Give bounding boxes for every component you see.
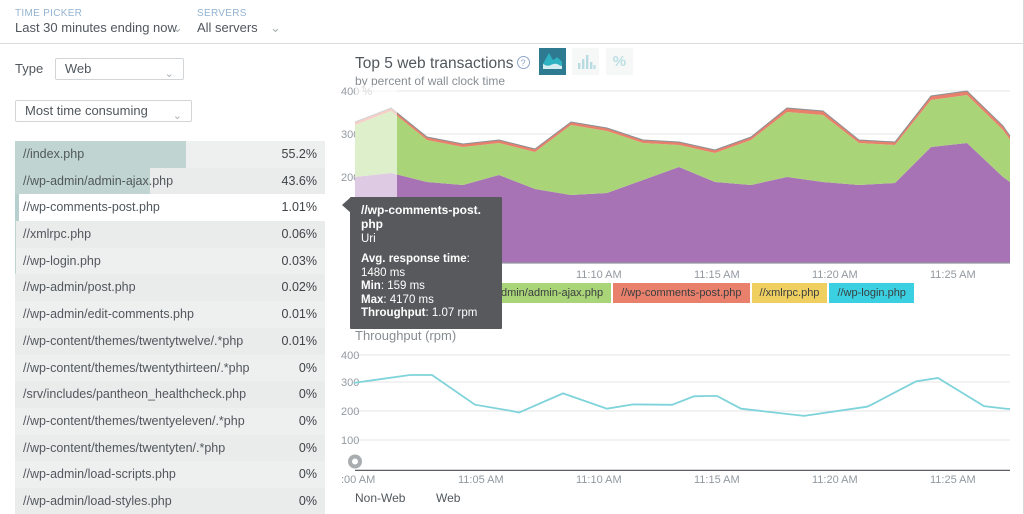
svg-text:11:05 AM: 11:05 AM: [458, 474, 504, 485]
svg-text:400: 400: [341, 350, 359, 362]
svg-text:11:25 AM: 11:25 AM: [930, 474, 976, 485]
svg-text:11:20 AM: 11:20 AM: [812, 269, 858, 281]
svg-text:11:10 AM: 11:10 AM: [576, 269, 622, 281]
svg-text:11:25 AM: 11:25 AM: [930, 269, 976, 281]
svg-text:100: 100: [341, 435, 359, 447]
svg-text::00 AM: :00 AM: [341, 474, 375, 485]
svg-text:11:20 AM: 11:20 AM: [812, 474, 858, 485]
svg-text:200: 200: [341, 406, 359, 418]
svg-text:11:10 AM: 11:10 AM: [576, 474, 622, 485]
svg-text:11:15 AM: 11:15 AM: [694, 474, 740, 485]
svg-text:11:15 AM: 11:15 AM: [694, 269, 740, 281]
